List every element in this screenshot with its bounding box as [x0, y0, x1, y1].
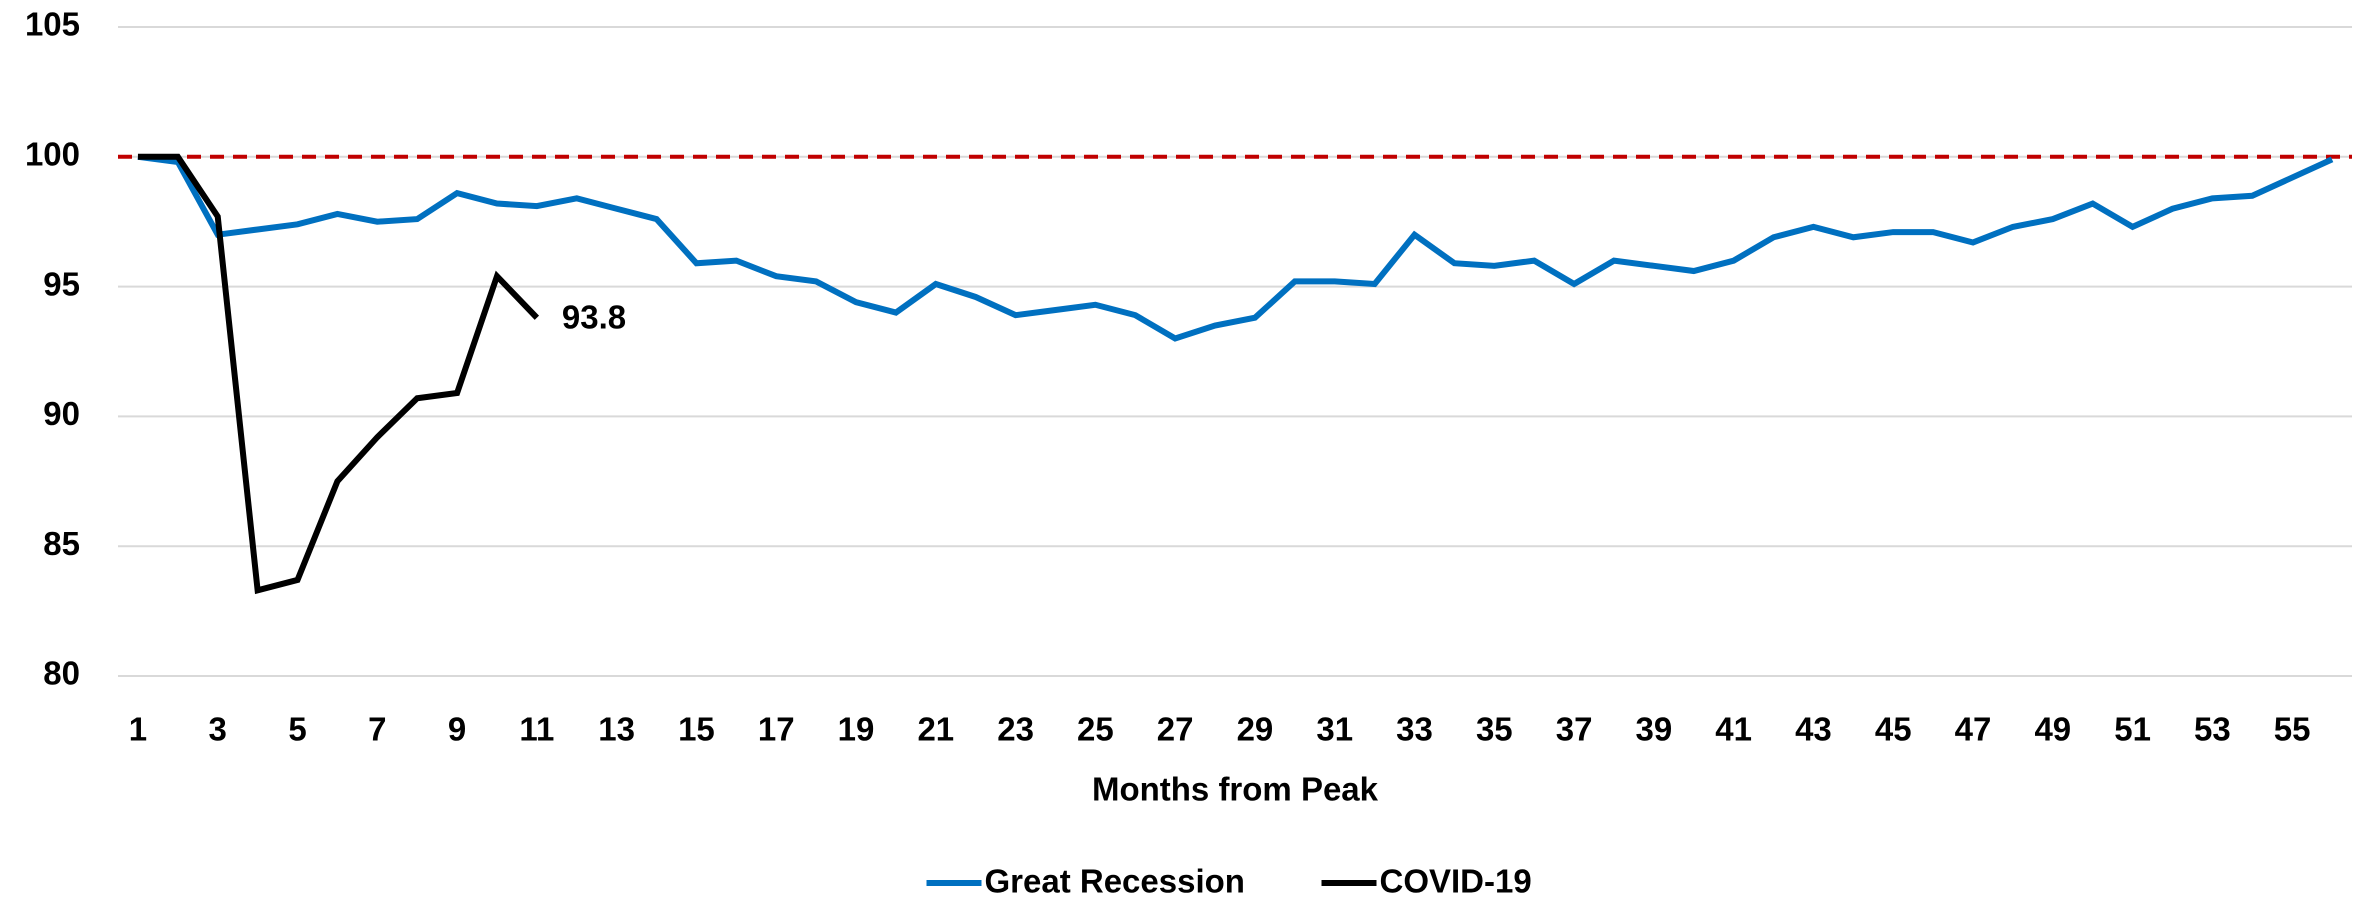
x-tick-label: 15 — [678, 711, 715, 748]
x-tick-label: 53 — [2194, 711, 2231, 748]
x-tick-label: 37 — [1556, 711, 1593, 748]
x-axis-title: Months from Peak — [1092, 771, 1379, 808]
x-tick-label: 27 — [1157, 711, 1194, 748]
x-tick-label: 45 — [1875, 711, 1912, 748]
x-tick-label: 11 — [519, 711, 554, 748]
x-tick-label: 21 — [917, 711, 954, 748]
x-tick-label: 25 — [1077, 711, 1114, 748]
y-tick-label: 90 — [43, 395, 80, 432]
x-tick-label: 3 — [209, 711, 227, 748]
x-tick-label: 49 — [2034, 711, 2071, 748]
x-tick-label: 9 — [448, 711, 466, 748]
x-tick-label: 31 — [1316, 711, 1353, 748]
x-tick-label: 35 — [1476, 711, 1513, 748]
x-tick-label: 51 — [2114, 711, 2151, 748]
y-tick-label: 85 — [43, 525, 80, 562]
y-tick-label: 105 — [25, 6, 80, 43]
series-line — [137, 153, 2334, 342]
x-tick-label: 39 — [1636, 711, 1673, 748]
x-tick-label: 1 — [129, 711, 147, 748]
y-tick-label: 80 — [43, 655, 80, 692]
x-tick-label: 13 — [598, 711, 635, 748]
y-tick-label: 100 — [25, 136, 80, 173]
x-tick-label: 55 — [2274, 711, 2311, 748]
x-tick-label: 29 — [1237, 711, 1274, 748]
x-tick-label: 17 — [758, 711, 795, 748]
legend-label: COVID-19 — [1380, 863, 1532, 899]
x-tick-label: 43 — [1795, 711, 1832, 748]
x-tick-label: 47 — [1955, 711, 1992, 748]
y-tick-label: 95 — [43, 265, 80, 302]
x-tick-label: 33 — [1396, 711, 1433, 748]
x-tick-label: 7 — [368, 711, 386, 748]
series-line — [137, 153, 540, 595]
x-tick-label: 5 — [288, 711, 306, 748]
x-tick-label: 23 — [997, 711, 1034, 748]
x-tick-label: 41 — [1715, 711, 1752, 748]
data-label: 93.8 — [562, 298, 626, 335]
x-tick-label: 19 — [838, 711, 875, 748]
legend-label: Great Recession — [985, 863, 1245, 899]
